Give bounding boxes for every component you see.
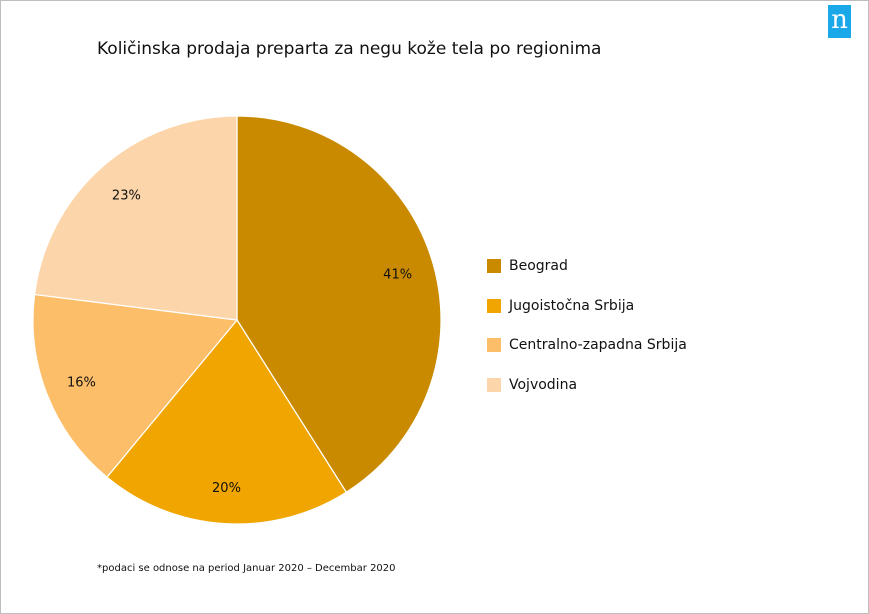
legend-item: Beograd [487, 256, 687, 276]
legend-swatch [487, 338, 501, 352]
chart-title: Količinska prodaja preparta za negu kože… [97, 39, 602, 59]
pie-slice-vojvodina [33, 115, 238, 321]
legend-label: Vojvodina [509, 376, 578, 393]
legend-swatch [487, 259, 501, 273]
slice-data-label: 41% [383, 267, 412, 282]
chart-legend: Beograd Jugoistočna Srbija Centralno-zapad… [487, 256, 687, 414]
legend-label: Jugoistočna Srbija [509, 297, 635, 314]
legend-item: Centralno-zapadna Srbija [487, 335, 687, 355]
pie-slice-centralno-zapadna-srbija [32, 293, 239, 479]
legend-swatch [487, 377, 501, 392]
pie-slice-beograd [236, 115, 442, 494]
legend-item: Vojvodina [487, 375, 687, 395]
slice-data-label: 16% [67, 376, 96, 391]
brand-logo: n [828, 5, 851, 38]
footnote: *podaci se odnose na period Januar 2020 … [97, 563, 396, 574]
slice-data-label: 23% [112, 189, 141, 204]
legend-item: Jugoistočna Srbija [487, 296, 687, 316]
slice-data-label: 20% [212, 481, 241, 496]
pie-slice-jugoisto-na-srbija [106, 318, 348, 525]
legend-label: Centralno-zapadna Srbija [509, 337, 687, 353]
legend-swatch [487, 298, 501, 313]
legend-label: Beograd [509, 258, 568, 274]
